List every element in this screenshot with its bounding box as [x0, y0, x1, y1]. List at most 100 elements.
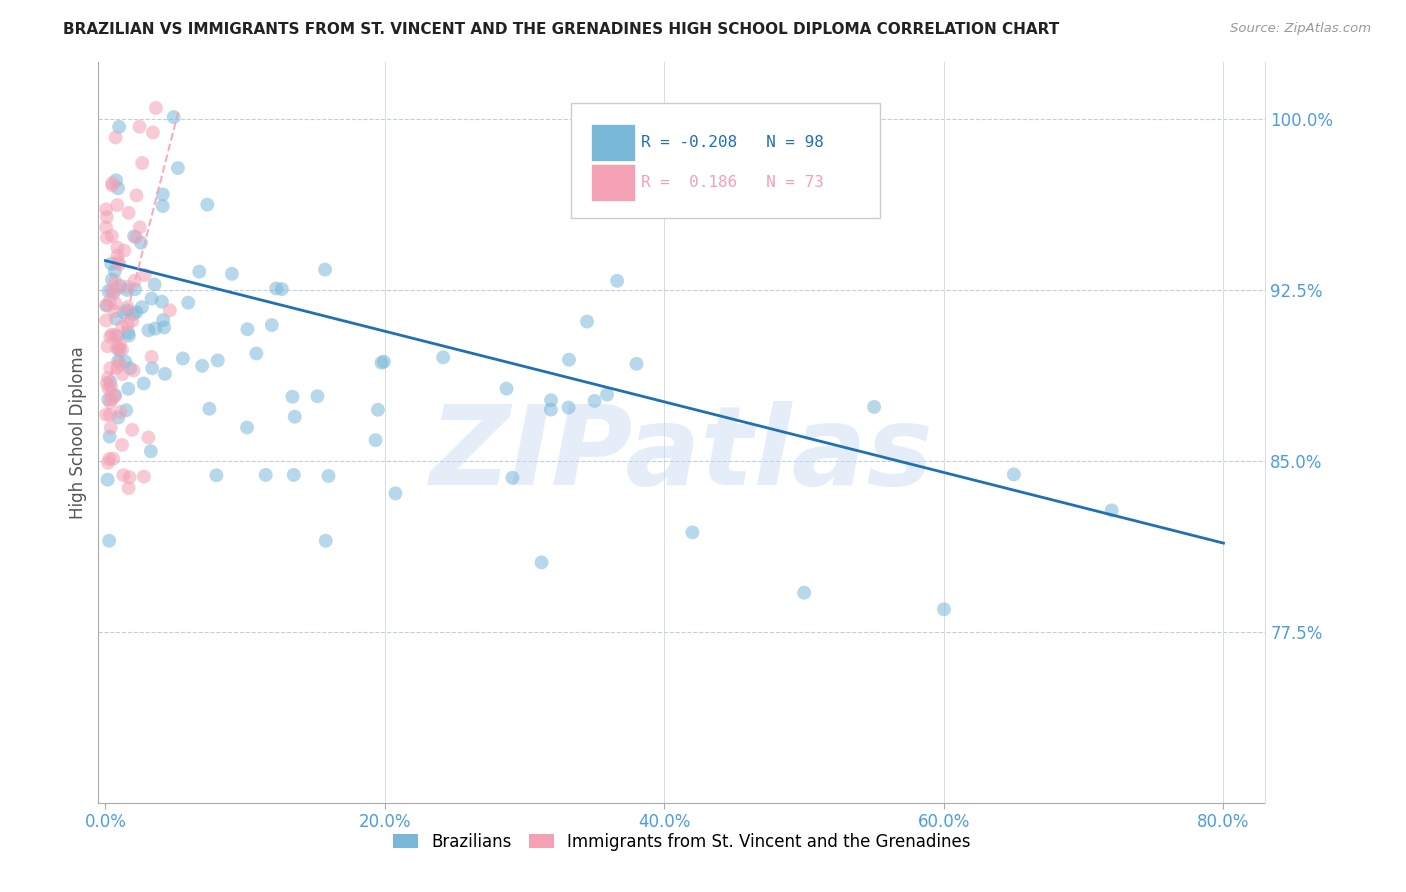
Point: [793, 585, 815, 599]
FancyBboxPatch shape: [591, 164, 636, 201]
Point: [104, 328, 127, 343]
Point: [100, 283, 122, 297]
Point: [540, 402, 562, 417]
Point: [105, 329, 128, 343]
Point: [105, 311, 128, 326]
Text: Source: ZipAtlas.com: Source: ZipAtlas.com: [1230, 22, 1371, 36]
Point: [432, 351, 454, 365]
FancyBboxPatch shape: [571, 103, 880, 218]
Point: [124, 282, 146, 296]
Text: BRAZILIAN VS IMMIGRANTS FROM ST. VINCENT AND THE GRENADINES HIGH SCHOOL DIPLOMA : BRAZILIAN VS IMMIGRANTS FROM ST. VINCENT…: [63, 22, 1060, 37]
Point: [107, 181, 129, 195]
Point: [96, 230, 118, 244]
Point: [142, 125, 165, 139]
Point: [153, 367, 176, 381]
Point: [191, 359, 214, 373]
Point: [98, 330, 121, 344]
Point: [103, 451, 125, 466]
Point: [107, 354, 129, 368]
Point: [125, 188, 148, 202]
Point: [115, 303, 138, 318]
Point: [97, 392, 120, 407]
Point: [105, 341, 128, 355]
Point: [128, 220, 150, 235]
FancyBboxPatch shape: [591, 124, 636, 161]
Point: [111, 438, 134, 452]
Point: [163, 110, 186, 124]
Point: [501, 471, 523, 485]
Point: [104, 275, 127, 289]
Point: [105, 360, 128, 375]
Point: [530, 555, 553, 569]
Point: [198, 401, 221, 416]
Text: R = -0.208   N = 98: R = -0.208 N = 98: [641, 135, 824, 150]
Point: [124, 274, 146, 288]
Point: [373, 354, 395, 368]
Point: [152, 187, 174, 202]
Point: [110, 405, 132, 419]
Point: [307, 389, 329, 403]
Point: [364, 433, 387, 447]
Point: [314, 262, 336, 277]
Point: [100, 380, 122, 394]
Point: [114, 354, 136, 368]
Point: [152, 199, 174, 213]
Legend: Brazilians, Immigrants from St. Vincent and the Grenadines: Brazilians, Immigrants from St. Vincent …: [387, 826, 977, 857]
Point: [105, 282, 128, 296]
Point: [108, 343, 131, 358]
Point: [98, 452, 121, 467]
Point: [495, 382, 517, 396]
Point: [141, 350, 163, 364]
Point: [101, 273, 124, 287]
Point: [254, 467, 277, 482]
Point: [132, 469, 155, 483]
Point: [108, 337, 131, 351]
Point: [101, 178, 124, 193]
Point: [101, 327, 124, 342]
Point: [100, 421, 122, 435]
Point: [118, 328, 141, 343]
Point: [606, 274, 628, 288]
Point: [260, 318, 283, 332]
Point: [108, 357, 131, 371]
Point: [205, 468, 228, 483]
Point: [143, 277, 166, 292]
Point: [104, 264, 127, 278]
Point: [117, 280, 139, 294]
Point: [108, 120, 131, 134]
Point: [98, 533, 121, 548]
Point: [117, 481, 139, 495]
Point: [863, 400, 886, 414]
Point: [626, 357, 648, 371]
Point: [110, 279, 132, 293]
Point: [121, 423, 143, 437]
Point: [112, 468, 135, 483]
Point: [284, 409, 307, 424]
Point: [167, 161, 190, 175]
Point: [245, 346, 267, 360]
Point: [98, 361, 121, 376]
Point: [112, 305, 135, 319]
Point: [105, 173, 128, 187]
Text: R =  0.186   N = 73: R = 0.186 N = 73: [641, 175, 824, 190]
Point: [370, 356, 392, 370]
Point: [97, 456, 120, 470]
Point: [195, 197, 218, 211]
Point: [94, 220, 117, 235]
Point: [118, 470, 141, 484]
Point: [131, 156, 153, 170]
Point: [96, 339, 118, 353]
Point: [153, 320, 176, 334]
Point: [94, 202, 117, 217]
Point: [132, 376, 155, 391]
Point: [318, 469, 340, 483]
Point: [104, 388, 127, 402]
Point: [97, 473, 120, 487]
Point: [221, 267, 243, 281]
Point: [141, 292, 163, 306]
Point: [101, 392, 124, 407]
Point: [315, 533, 337, 548]
Point: [96, 298, 118, 312]
Point: [94, 408, 117, 422]
Point: [97, 371, 120, 385]
